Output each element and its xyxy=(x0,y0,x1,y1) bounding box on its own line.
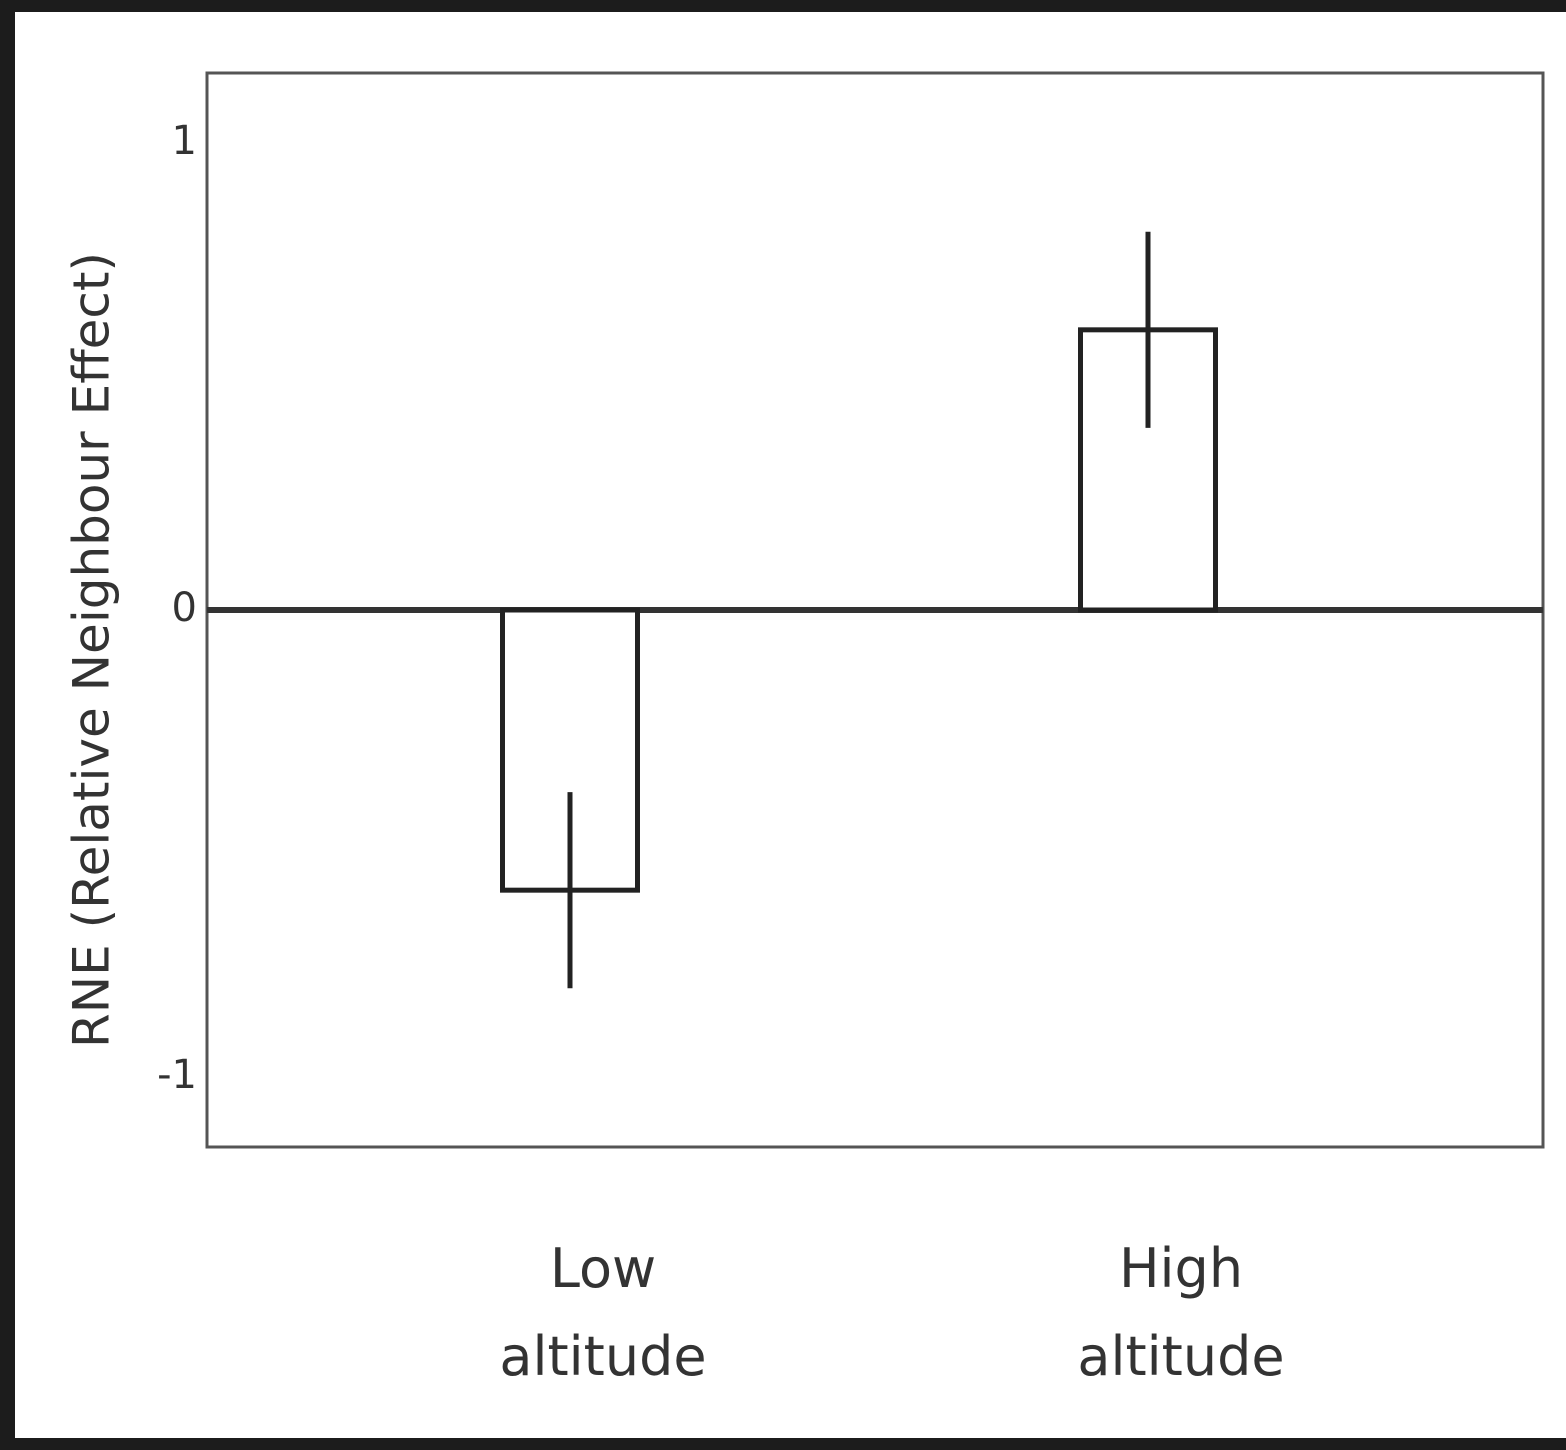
y-tick-label: 0 xyxy=(172,585,197,631)
y-tick-label: 1 xyxy=(172,118,197,164)
x-tick-label: High altitude xyxy=(1077,1237,1285,1388)
y-tick-label: -1 xyxy=(157,1052,197,1098)
y-axis-label: RNE (Relative Neighbour Effect) xyxy=(63,252,121,1048)
page: RNE (Relative Neighbour Effect) -1 0 1 Low… xyxy=(15,12,1566,1438)
x-tick-label: Low altitude xyxy=(499,1237,707,1388)
chart: RNE (Relative Neighbour Effect) -1 0 1 xyxy=(63,71,1545,1149)
